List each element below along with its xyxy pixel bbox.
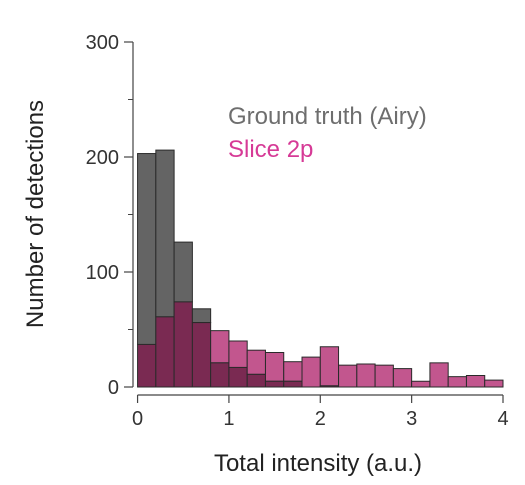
histogram-bar [374, 364, 394, 388]
histogram-bar-overlap [155, 316, 175, 388]
x-tick-label: 1 [223, 408, 234, 430]
histogram-bar [392, 368, 413, 388]
histogram-bar [246, 349, 266, 375]
histogram-bar-overlap [228, 366, 248, 388]
histogram-bar [465, 375, 486, 388]
histogram-bar [173, 241, 193, 303]
histogram-bar-overlap [137, 343, 157, 388]
y-tick-label: 200 [86, 147, 119, 169]
histogram-bar [447, 376, 467, 388]
histogram-bar [301, 356, 321, 388]
histogram-bar [484, 379, 504, 388]
histogram-bar [411, 380, 431, 388]
histogram-bar [319, 346, 340, 387]
histogram-bar [429, 362, 449, 388]
histogram-bar [191, 308, 212, 324]
y-tick-label: 0 [108, 377, 119, 399]
histogram-bar-overlap [264, 380, 285, 388]
histogram-bar-overlap [283, 380, 303, 388]
x-tick-label: 2 [315, 408, 326, 430]
histogram-bar [228, 340, 248, 368]
x-tick-label: 0 [132, 408, 143, 430]
histogram-bar [283, 361, 303, 382]
histogram-bar-overlap [191, 322, 212, 388]
histogram-bar [356, 363, 376, 388]
histogram-bar-overlap [210, 362, 230, 388]
histogram-bar-overlap [246, 373, 266, 388]
x-axis-label: Total intensity (a.u.) [214, 450, 422, 477]
legend-entry-ground-truth: Ground truth (Airy) [228, 103, 427, 130]
histogram-bar-overlap [319, 385, 340, 388]
histogram-bar-overlap [173, 301, 193, 388]
histogram-bar [210, 330, 230, 364]
axes-layer: 0 100 200 300 0 1 2 3 4 [86, 32, 509, 430]
bars-layer [137, 149, 504, 388]
histogram-bar [155, 149, 175, 318]
x-tick-label: 3 [406, 408, 417, 430]
x-tick-label: 4 [497, 408, 508, 430]
histogram-bar [137, 153, 157, 345]
y-tick-label: 100 [86, 262, 119, 284]
histogram-bar [338, 364, 358, 388]
y-tick-label: 300 [86, 32, 119, 54]
histogram-bar [264, 352, 285, 382]
legend-entry-slice-2p: Slice 2p [228, 136, 313, 163]
y-axis-label: Number of detections [22, 100, 49, 328]
